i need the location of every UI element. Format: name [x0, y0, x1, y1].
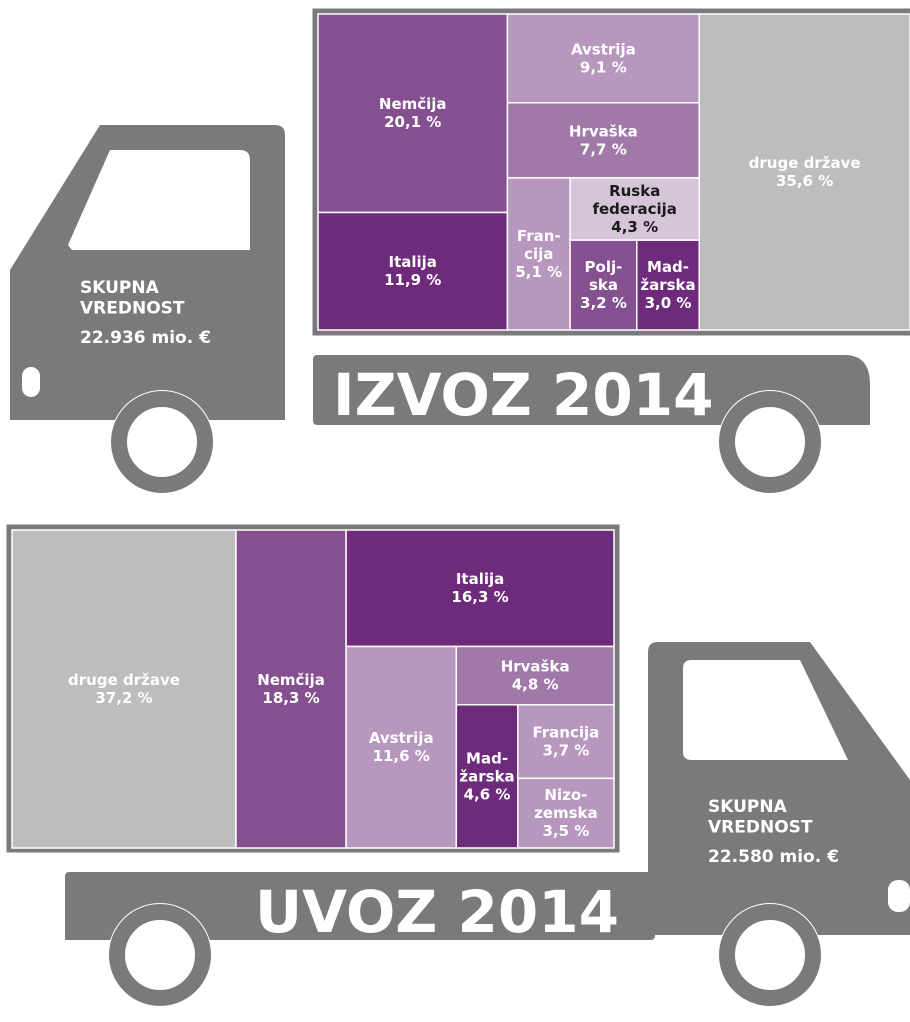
cell-value: 3,2 %: [580, 294, 627, 312]
cell-label: Avstrija: [571, 40, 636, 58]
infographic: IZVOZ 2014 UVOZ 2014 SKUPNAVREDNOST 22.9…: [0, 0, 910, 1022]
cell-value: 4,8 %: [512, 676, 559, 694]
cell-value: 7,7 %: [580, 140, 627, 158]
cell-label: Italija: [389, 253, 437, 271]
cell-label: Nemčija: [257, 671, 325, 689]
cell-label: Hrvaška: [569, 122, 638, 140]
cell-label: Mad-žarska: [640, 258, 695, 294]
chart-title: UVOZ 2014: [255, 878, 619, 946]
cell-value: 4,6 %: [464, 785, 511, 803]
cell-value: 18,3 %: [262, 689, 319, 707]
cell-value: 5,1 %: [515, 263, 562, 281]
cell-value: 20,1 %: [384, 113, 441, 131]
cell-label: Polj-ska: [585, 258, 623, 294]
total-value: 22.936 mio. €: [80, 328, 211, 348]
cell-value: 37,2 %: [95, 689, 152, 707]
total-value: 22.580 mio. €: [708, 847, 839, 867]
cell-value: 4,3 %: [611, 218, 658, 236]
cell-label: Italija: [456, 570, 504, 588]
cell-value: 9,1 %: [580, 58, 627, 76]
cell-label: druge države: [68, 671, 180, 689]
cell-label: Francija: [532, 724, 599, 742]
cell-label: Mad-žarska: [459, 749, 514, 785]
cell-value: 11,6 %: [373, 747, 430, 765]
cell-value: 11,9 %: [384, 271, 441, 289]
cell-label: Hrvaška: [501, 658, 570, 676]
cell-value: 35,6 %: [776, 172, 833, 190]
chart-title: IZVOZ 2014: [333, 361, 713, 429]
cell-label: druge države: [749, 154, 861, 172]
cell-label: Avstrija: [369, 729, 434, 747]
cell-value: 3,0 %: [645, 294, 692, 312]
cell-label: Nemčija: [379, 95, 447, 113]
cell-value: 3,7 %: [542, 742, 589, 760]
cell-value: 16,3 %: [451, 588, 508, 606]
cell-value: 3,5 %: [542, 822, 589, 840]
